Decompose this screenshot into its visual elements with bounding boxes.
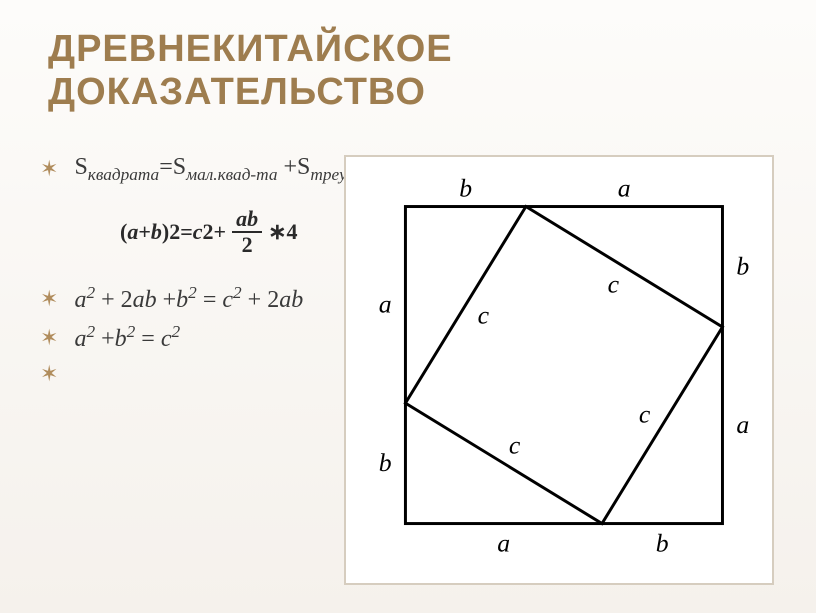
svg-text:a: a	[736, 410, 749, 439]
num-2: 2	[238, 233, 257, 257]
svg-text:a: a	[379, 290, 392, 319]
svg-text:c: c	[608, 269, 620, 298]
exp-2: 2	[203, 219, 214, 245]
num-4: 4	[287, 219, 298, 245]
paren-open: (	[120, 219, 127, 245]
svg-text:c: c	[639, 399, 651, 428]
sub-malkvad: мал.квад-та	[186, 165, 277, 184]
var-c: c	[193, 219, 203, 245]
svg-text:b: b	[379, 448, 392, 477]
svg-text:a: a	[497, 528, 510, 557]
bullet-icon: ✶	[40, 286, 58, 312]
sym-eq: =	[159, 154, 173, 180]
var-a: a	[236, 206, 247, 231]
equation-areas: Sквадрата=Sмал.квад-та +Sтреуг-в	[74, 154, 366, 185]
bullet-icon: ✶	[40, 156, 58, 182]
svg-text:c: c	[478, 301, 490, 330]
sym-plus: +	[278, 154, 298, 180]
op-times: ∗	[268, 219, 286, 245]
var-a: a	[127, 219, 138, 245]
op-plus: +	[138, 219, 151, 245]
equation-expanded: a2 + 2ab +b2 = c2 + 2ab	[74, 283, 303, 314]
svg-text:b: b	[736, 252, 749, 281]
paren-close: )	[162, 219, 169, 245]
sub-kvadrata: квадрата	[88, 165, 159, 184]
bullet-icon: ✶	[40, 325, 58, 351]
var-b: b	[151, 219, 162, 245]
bullet-icon: ✶	[40, 361, 58, 387]
svg-text:c: c	[509, 431, 521, 460]
slide-title: ДРЕВНЕКИТАЙСКОЕ ДОКАЗАТЕЛЬСТВО	[0, 0, 816, 114]
sym-S: S	[74, 154, 87, 180]
op-eq: =	[180, 219, 193, 245]
op-plus: +	[214, 219, 227, 245]
sym-S: S	[173, 154, 186, 180]
exp-2: 2	[169, 219, 180, 245]
sym-S: S	[297, 154, 310, 180]
equation-result: a2 +b2 = c2	[74, 322, 180, 353]
var-b: b	[247, 206, 258, 231]
svg-text:b: b	[459, 174, 472, 203]
pythagoras-diagram: b a b a a b a b c c c c	[344, 155, 774, 585]
fraction: ab 2	[232, 207, 262, 257]
svg-text:b: b	[656, 528, 669, 557]
svg-text:a: a	[618, 174, 631, 203]
